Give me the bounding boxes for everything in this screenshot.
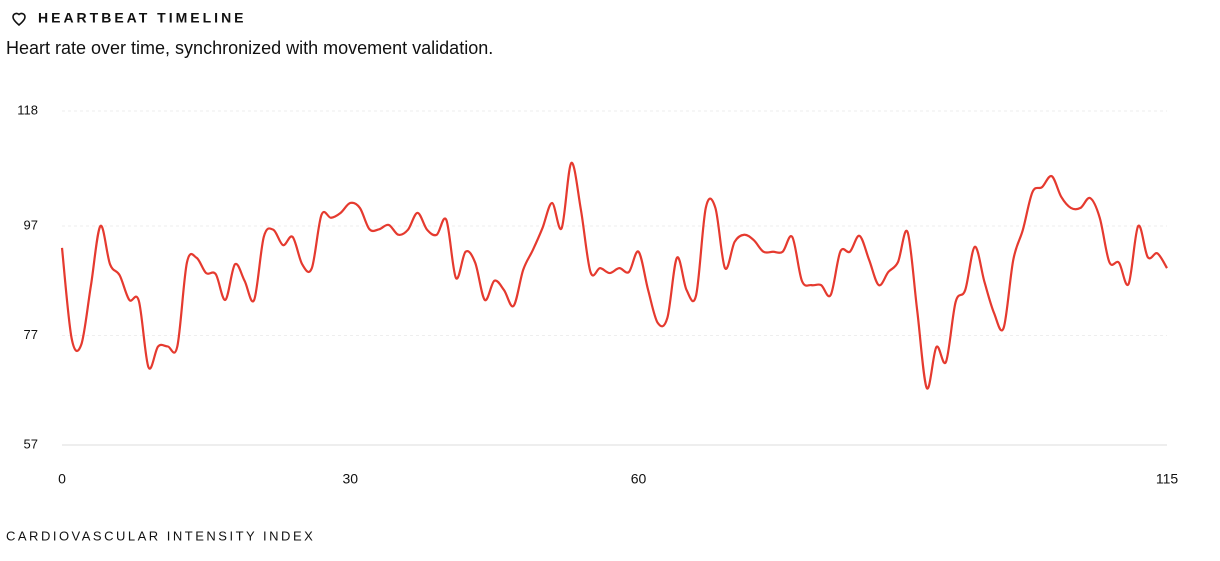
footer-label: CARDIOVASCULAR INTENSITY INDEX (6, 528, 315, 543)
y-tick-label: 97 (24, 217, 38, 232)
x-tick-label: 60 (631, 471, 647, 487)
x-tick-label: 115 (1156, 471, 1179, 487)
y-tick-label: 118 (17, 102, 38, 117)
y-tick-label: 77 (24, 327, 38, 342)
heart-icon (12, 12, 26, 27)
title: HEARTBEAT TIMELINE (38, 10, 247, 26)
x-tick-label: 0 (58, 471, 66, 487)
y-tick-label: 57 (24, 436, 38, 451)
x-tick-label: 30 (342, 471, 358, 487)
heart-rate-line (60, 161, 1168, 390)
subtitle: Heart rate over time, synchronized with … (6, 38, 493, 58)
